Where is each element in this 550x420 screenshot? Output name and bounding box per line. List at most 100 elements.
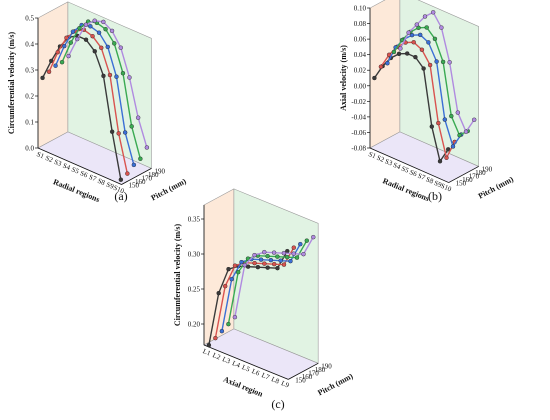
y-tick-label: 160: [135, 178, 146, 186]
z-tick-label: 0.04: [354, 51, 367, 59]
x-axis: [203, 344, 289, 380]
data-point: [53, 63, 58, 68]
data-point: [105, 44, 110, 50]
data-point: [99, 45, 104, 50]
data-point: [437, 159, 443, 164]
data-point: [103, 26, 108, 32]
data-point: [455, 110, 461, 115]
data-point: [449, 113, 454, 119]
data-point: [413, 54, 418, 60]
x-tick-label: S8: [96, 177, 106, 187]
z-tick-label: -0.06: [351, 129, 366, 137]
y-tick-label: 180: [475, 169, 486, 177]
z-tick-label: -0.04: [351, 113, 366, 121]
data-point: [457, 133, 462, 138]
data-point: [109, 129, 115, 134]
data-point: [88, 24, 93, 29]
data-point: [262, 249, 267, 255]
data-point: [90, 33, 95, 39]
data-point: [213, 335, 218, 341]
z-tick-label: 0.5: [25, 15, 34, 23]
data-point: [440, 59, 446, 65]
y-tick-label: 150: [295, 376, 306, 384]
x-tick-label: S8: [425, 175, 435, 185]
x-tick-label: L8: [270, 375, 281, 386]
data-point: [120, 70, 126, 76]
data-point: [294, 255, 300, 260]
data-point: [422, 14, 428, 19]
z-tick-label: 0.35: [188, 216, 201, 224]
data-point: [55, 49, 60, 55]
data-point: [426, 40, 431, 45]
z-tick-label: 0.30: [188, 251, 201, 259]
data-point: [406, 30, 411, 35]
data-point: [411, 40, 416, 45]
data-point: [101, 19, 106, 25]
z-tick-label: 0.10: [354, 5, 367, 13]
data-point: [118, 45, 123, 50]
x-tick-label: S3: [384, 157, 394, 167]
data-point: [62, 43, 67, 49]
data-point: [281, 250, 287, 256]
y-tick-label: 170: [469, 173, 480, 181]
x-tick-label: L3: [221, 355, 232, 366]
x-tick-label: L2: [211, 351, 222, 362]
data-point: [219, 328, 225, 334]
data-point: [275, 254, 280, 259]
y-tick-label: 180: [315, 366, 326, 374]
x-tick-label: S4: [62, 162, 72, 172]
data-point: [101, 73, 106, 79]
data-point: [262, 261, 267, 266]
x-tick-label: S5: [70, 165, 80, 175]
x-tick-label: S1: [367, 150, 377, 160]
chart-panel-2: -0.08 -0.06 -0.04 -0.02 0.00 0.02 0.04 0.06 0.08…: [339, 0, 515, 203]
data-point: [284, 254, 290, 260]
data-point: [372, 75, 377, 81]
x-tick-label: S2: [375, 154, 385, 164]
data-point: [68, 40, 73, 45]
z-axis-label: Circumferential velocity (m/s): [7, 31, 16, 134]
data-point: [232, 263, 238, 268]
data-point: [118, 177, 124, 182]
x-tick-label: S6: [79, 169, 89, 179]
data-point: [83, 22, 89, 27]
data-point: [396, 51, 402, 57]
x-tick-label: S4: [392, 161, 402, 171]
y-tick-label: 160: [462, 176, 473, 184]
z-tick-label: 0.02: [354, 67, 367, 75]
x-tick-label: S3: [53, 158, 63, 168]
data-point: [463, 129, 469, 134]
panel-label: (b): [428, 189, 442, 203]
series-line-150: [41, 35, 122, 180]
z-tick-label: 0.2: [25, 93, 34, 101]
y-axis-label: Pitch (mm): [477, 174, 515, 200]
data-point: [398, 46, 403, 51]
y-axis: [121, 168, 152, 185]
data-point: [431, 10, 436, 15]
series-line-180: [61, 20, 142, 159]
y-tick-label: 190: [154, 167, 165, 175]
data-point: [127, 75, 132, 80]
z-tick-label: 0.00: [354, 82, 367, 90]
chart-panel-3: 0.20 0.25 0.30 0.35 Circumferential velocity…: [173, 188, 355, 411]
data-point: [83, 37, 89, 42]
data-point: [427, 62, 433, 68]
data-point: [77, 25, 82, 31]
x-tick-label: L9: [280, 379, 291, 390]
x-tick-label: S5: [400, 165, 410, 175]
data-point: [135, 115, 141, 120]
z-tick-label: -0.02: [351, 98, 366, 106]
data-point: [92, 49, 97, 54]
x-axis-label: Axial region: [222, 375, 265, 399]
series-line-190: [399, 11, 475, 134]
data-point: [59, 59, 65, 65]
data-point: [271, 250, 277, 255]
y-axis-label: Pitch (mm): [316, 371, 354, 397]
z-tick-label: -0.08: [351, 145, 366, 153]
y-tick-label: 170: [308, 369, 319, 377]
z-tick-label: 0.1: [25, 119, 34, 127]
z-tick-label: 0.3: [25, 67, 34, 75]
data-point: [418, 32, 423, 38]
data-point: [258, 257, 264, 262]
